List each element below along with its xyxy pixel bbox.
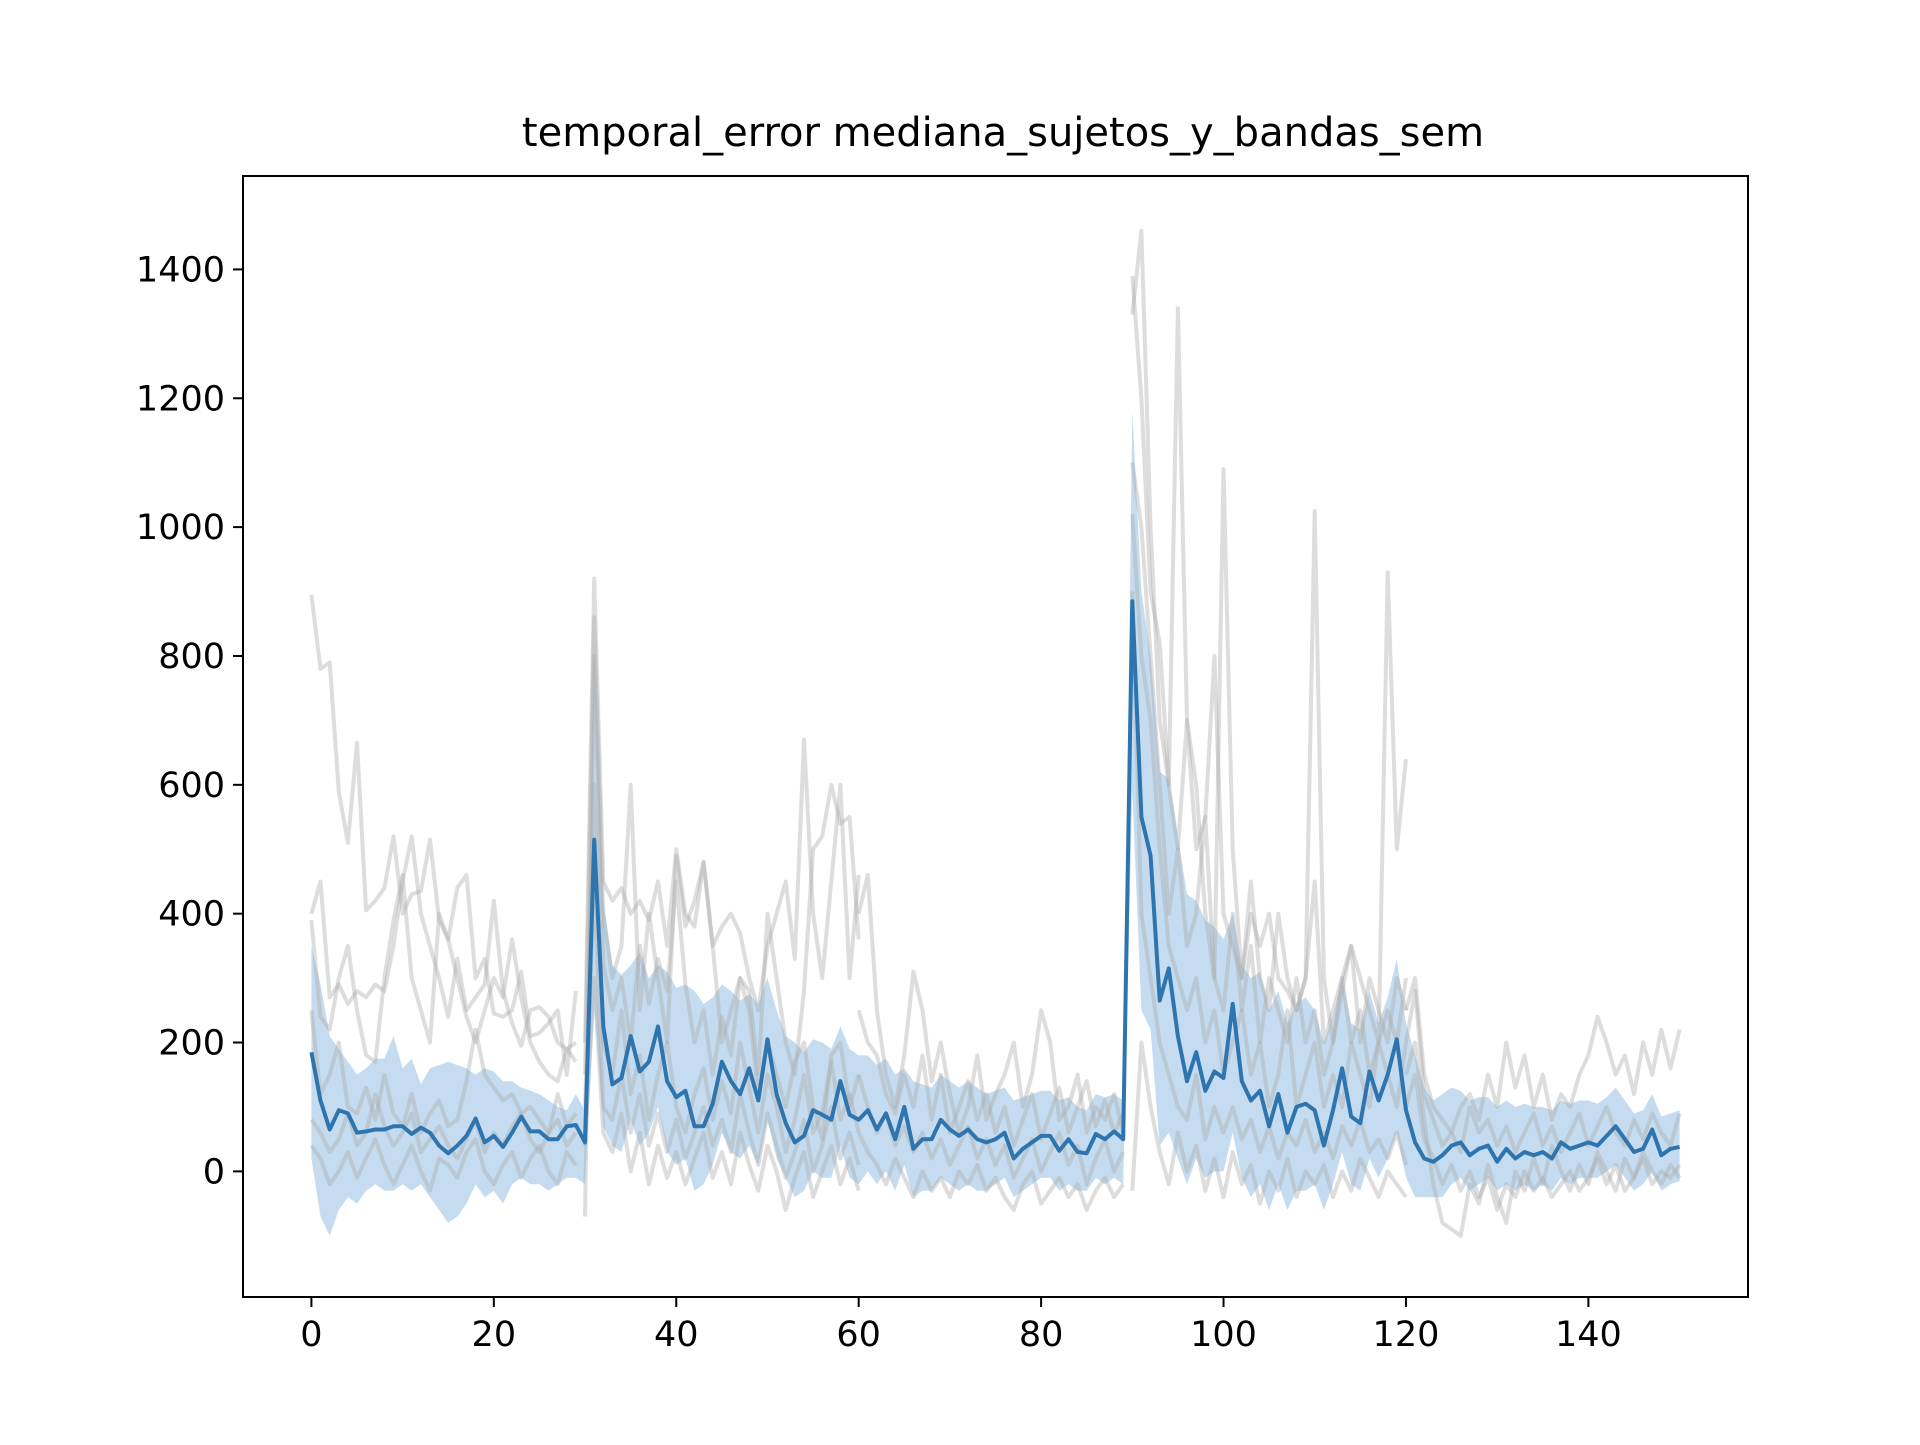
subject-line-12 — [583, 976, 861, 1212]
subject-line-13 — [856, 873, 1126, 1135]
subject-line-8 — [583, 615, 861, 1077]
subject-line-11 — [583, 879, 861, 1180]
y-tick-label: 1000 — [136, 508, 225, 548]
subject-line-17 — [1130, 228, 1408, 1045]
subject-line-4 — [309, 1010, 578, 1135]
x-tick-label: 140 — [1555, 1315, 1622, 1355]
y-tick-label: 1400 — [136, 250, 225, 290]
subject-line-10 — [583, 782, 861, 1154]
x-tick-label: 0 — [300, 1315, 322, 1355]
y-tick-label: 400 — [158, 895, 225, 935]
x-tick-label: 40 — [654, 1315, 699, 1355]
x-tick-label: 20 — [472, 1315, 517, 1355]
x-tick-label: 100 — [1190, 1315, 1257, 1355]
subject-line-23 — [1404, 976, 1682, 1135]
subject-line-6 — [309, 1137, 578, 1193]
subject-line-18 — [1130, 275, 1408, 1045]
x-tick-label: 80 — [1019, 1315, 1064, 1355]
y-tick-label: 0 — [203, 1152, 225, 1192]
subject-line-2 — [309, 834, 578, 1063]
subject-line-20 — [1130, 514, 1408, 1109]
chart-title: temporal_error mediana_sujetos_y_bandas_… — [522, 110, 1484, 156]
subject-line-22 — [1130, 1040, 1408, 1206]
y-tick-label: 200 — [158, 1024, 225, 1064]
axes: 0 20 40 60 80 100 120 1400200400600800100012001… — [136, 175, 1749, 1355]
axes-frame — [242, 175, 1749, 1298]
subject-line-16 — [856, 1131, 1125, 1212]
subject-line-24 — [1404, 989, 1682, 1154]
subject-line-14 — [856, 1009, 1126, 1148]
median-line — [309, 599, 1681, 1164]
subject-line-7 — [583, 576, 861, 1043]
subject-line-3 — [309, 873, 578, 1084]
y-tick-label: 800 — [158, 637, 225, 677]
subject-line-25 — [1404, 1040, 1682, 1238]
subject-line-5 — [309, 1092, 578, 1161]
sem-band — [311, 411, 1680, 1236]
subject-line-1 — [309, 594, 578, 1077]
x-tick-label: 120 — [1373, 1315, 1440, 1355]
y-tick-label: 600 — [158, 766, 225, 806]
y-tick-label: 1200 — [136, 379, 225, 419]
subject-line-19 — [1130, 462, 1408, 1077]
subject-line-26 — [1404, 1072, 1682, 1212]
plot-area — [309, 228, 1682, 1238]
x-tick-label: 60 — [836, 1315, 881, 1355]
